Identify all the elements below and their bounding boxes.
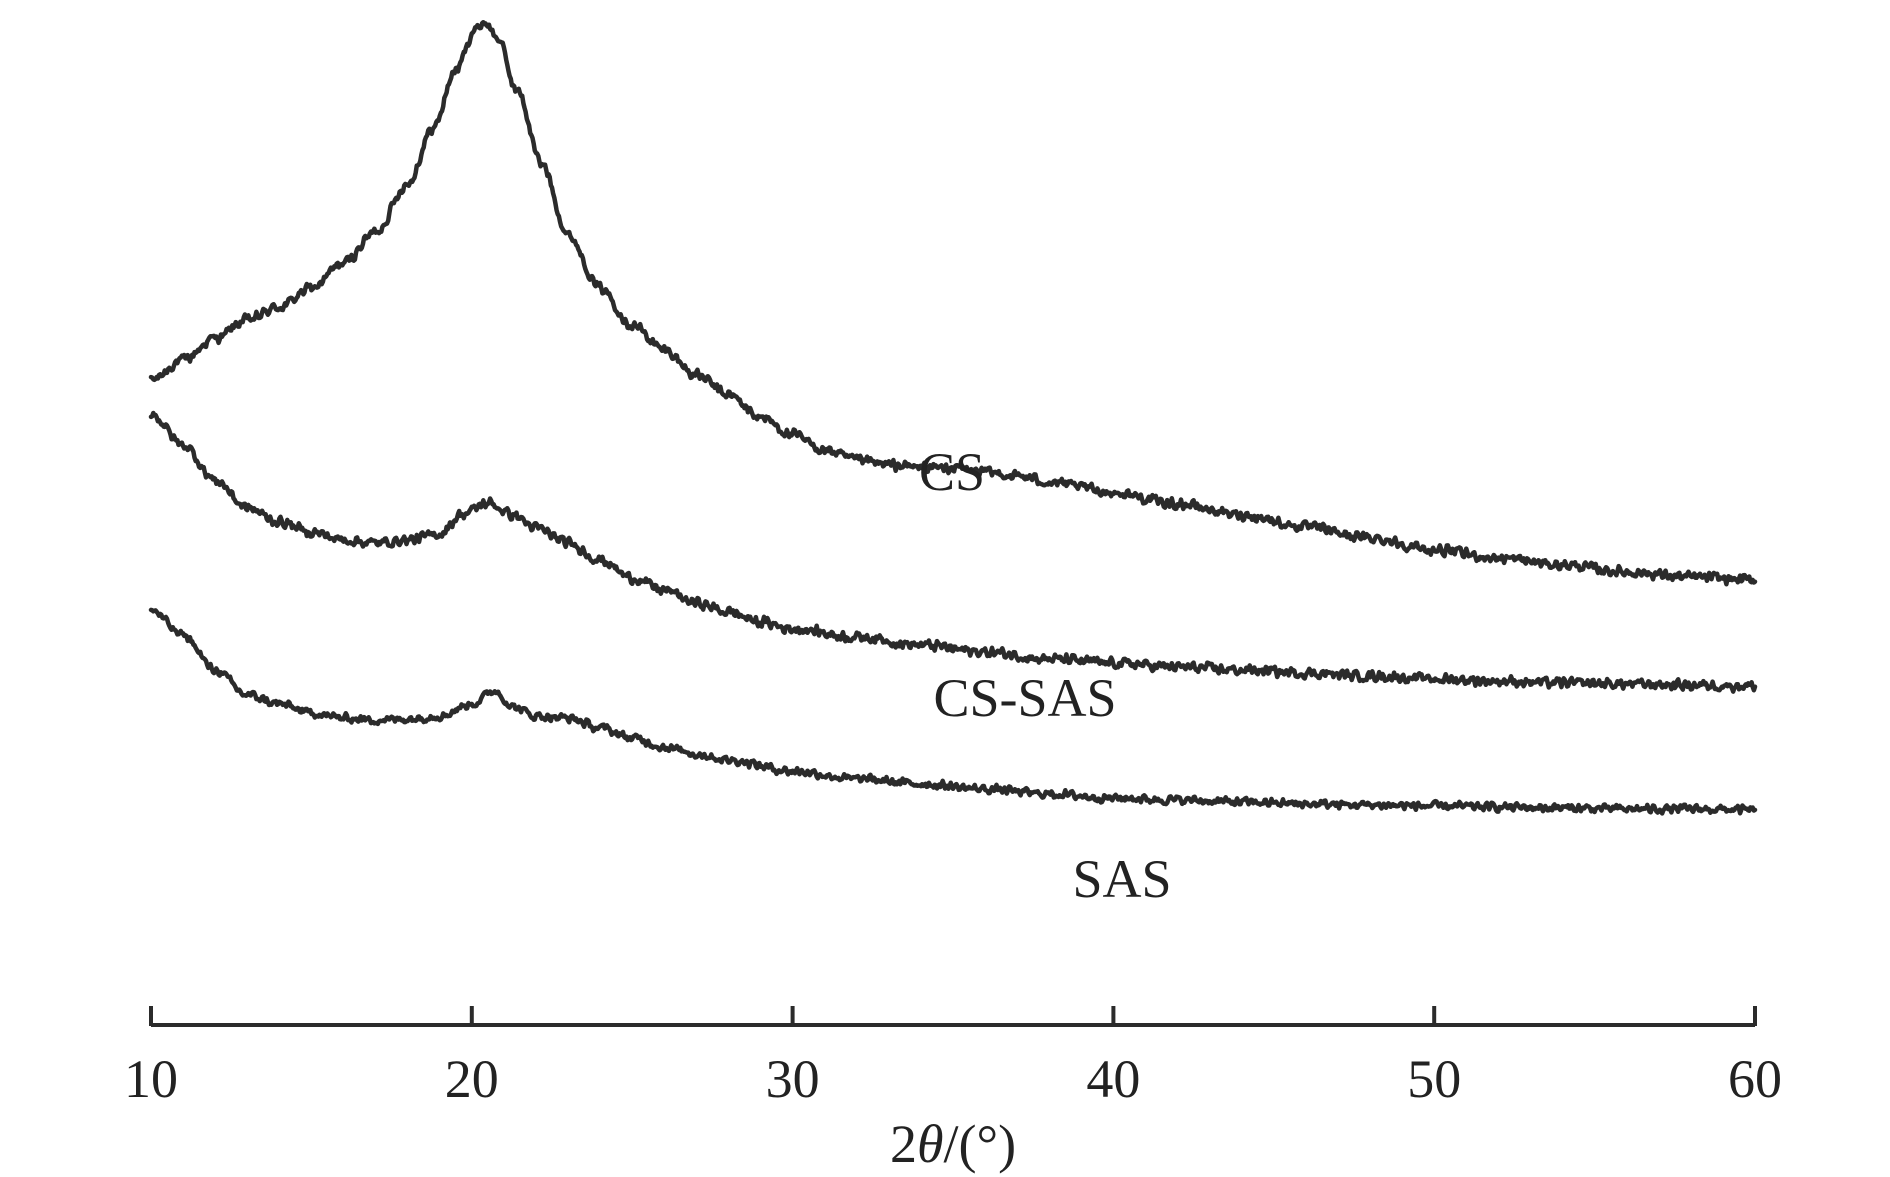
x-axis-title-unit: /(°) (943, 1114, 1016, 1174)
x-tick-label-20: 20 (445, 1049, 499, 1109)
x-axis: 10 20 30 40 50 60 (124, 1006, 1782, 1109)
x-axis-ticks (149, 1006, 1757, 1026)
x-tick-label-10: 10 (124, 1049, 178, 1109)
x-tick-label-40: 40 (1086, 1049, 1140, 1109)
x-axis-title-symbol: θ (917, 1114, 944, 1174)
series-label-cs: CS (919, 442, 985, 502)
series-line-cs-sas (148, 410, 1758, 694)
x-tick-label-30: 30 (766, 1049, 820, 1109)
series-curves (148, 19, 1758, 816)
series-line-sas (148, 607, 1758, 816)
x-axis-title: 2θ/(°) (890, 1114, 1016, 1174)
series-labels: CS CS-SAS SAS (919, 442, 1172, 909)
series-label-sas: SAS (1072, 849, 1171, 909)
x-axis-tick-labels: 10 20 30 40 50 60 (124, 1049, 1782, 1109)
series-line-cs (148, 19, 1758, 587)
x-axis-title-part-1: 2 (890, 1114, 917, 1174)
x-tick-label-60: 60 (1728, 1049, 1782, 1109)
series-label-cs-sas: CS-SAS (933, 668, 1116, 728)
x-tick-label-50: 50 (1407, 1049, 1461, 1109)
